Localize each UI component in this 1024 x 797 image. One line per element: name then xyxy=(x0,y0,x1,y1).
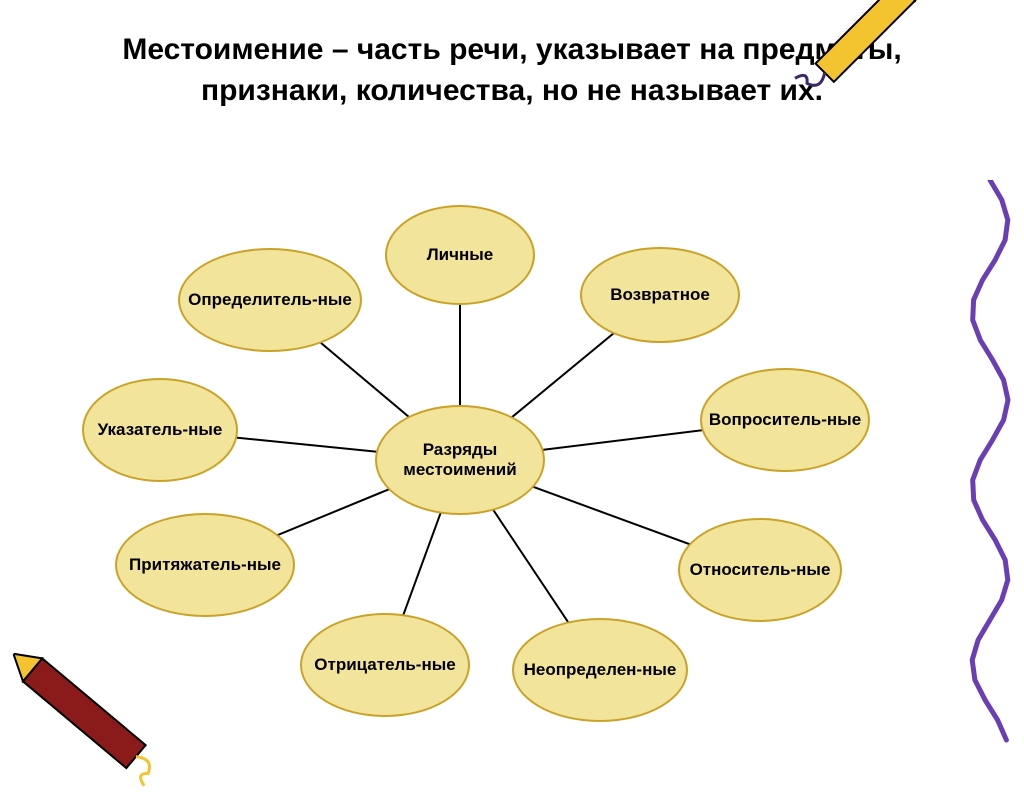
node-label: ные xyxy=(421,655,455,675)
node-label: Неопределен- xyxy=(524,660,642,680)
center-node: Разряды местоимений xyxy=(375,405,545,515)
node-label: Возвратное xyxy=(610,285,710,305)
node-label: Определитель- xyxy=(188,290,318,310)
node-label: Указатель- xyxy=(98,420,188,440)
node-label: ные xyxy=(188,420,222,440)
outer-node: Определитель-ные xyxy=(178,248,362,352)
node-label: ные xyxy=(247,555,281,575)
outer-node: Притяжатель-ные xyxy=(115,513,295,617)
node-label: ные xyxy=(827,410,861,430)
node-label: ные xyxy=(796,560,830,580)
outer-node: Возвратное xyxy=(580,247,740,343)
node-label: Личные xyxy=(427,245,494,265)
outer-node: Неопределен-ные xyxy=(512,618,688,722)
node-label: Относитель- xyxy=(690,560,797,580)
outer-node: Личные xyxy=(385,205,535,305)
outer-node: Указатель-ные xyxy=(82,378,238,482)
outer-node: Относитель-ные xyxy=(678,518,842,622)
node-label: Вопроситель- xyxy=(709,410,827,430)
node-label: ные xyxy=(642,660,676,680)
outer-node: Отрицатель-ные xyxy=(300,613,470,717)
node-label: Притяжатель- xyxy=(129,555,247,575)
node-label: ные xyxy=(318,290,352,310)
outer-node: Вопроситель-ные xyxy=(700,368,870,472)
node-label: Отрицатель- xyxy=(314,655,421,675)
node-label: Разряды местоимений xyxy=(383,440,537,481)
